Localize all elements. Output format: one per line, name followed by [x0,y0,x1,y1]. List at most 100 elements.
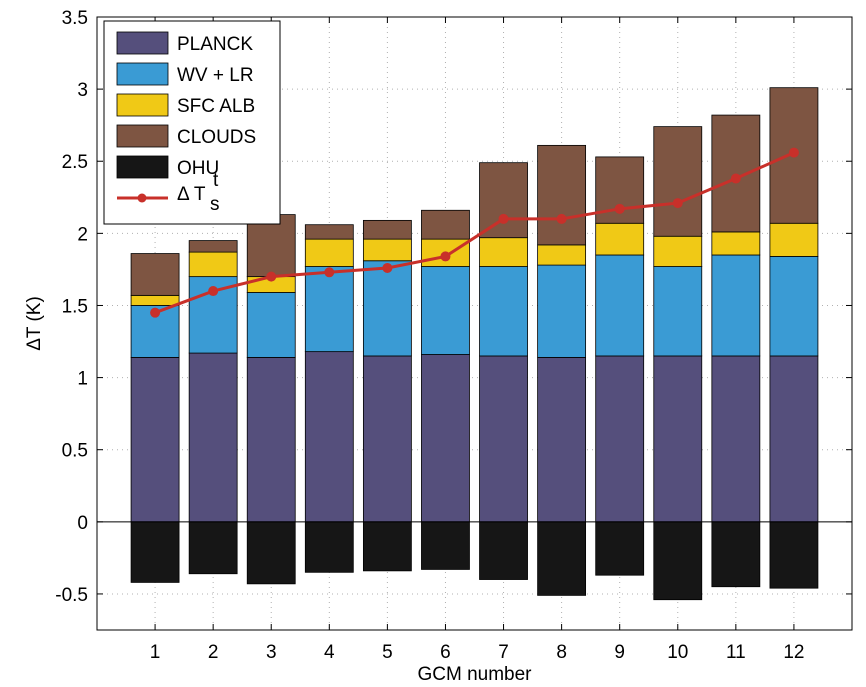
bar-ohu [246,521,296,585]
x-tick-label: 8 [556,642,567,663]
legend-label: OHU [177,158,219,179]
bar-planck [595,355,645,523]
y-tick-label: 1 [77,369,88,390]
bar-ohu [421,521,470,570]
legend-label-subscript: s [210,194,220,215]
bar-wv-lr [537,264,587,358]
bar-clouds [479,162,528,239]
bar-wv-lr [362,260,412,357]
bar-planck [711,355,761,523]
bar-wv-lr [304,266,354,353]
x-tick-label: 4 [324,642,335,663]
delta-ts-point [556,213,567,224]
x-tick-label: 2 [208,642,219,663]
legend-swatch-clouds [116,124,169,148]
bar-sfc-alb [188,251,238,278]
delta-ts-point [150,307,161,318]
bar-ohu [769,521,819,589]
x-tick-label: 12 [783,642,804,663]
legend-swatch-sfc-alb [116,93,169,117]
x-tick-label: 7 [498,642,509,663]
bar-ohu [304,521,354,573]
delta-ts-point [266,271,277,282]
bar-wv-lr [711,254,761,357]
bar-planck [769,355,819,523]
bar-sfc-alb [769,222,819,257]
bar-ohu [479,521,528,580]
x-tick-label: 9 [614,642,625,663]
delta-ts-point [208,286,219,297]
legend-label: PLANCK [177,34,253,55]
legend-label: Δ T [177,184,206,205]
legend-swatch-ohu [116,155,169,179]
bar-clouds [537,144,587,246]
delta-ts-point [788,147,799,158]
bar-planck [130,356,180,523]
bar-planck [362,355,412,523]
x-tick-label: 6 [440,642,451,663]
delta-ts-point [672,198,683,209]
bar-wv-lr [769,256,819,357]
legend: PLANCK WV + LR SFC ALB CLOUDS OHU Δ T ts [103,20,281,225]
x-tick-label: 1 [150,642,161,663]
bar-clouds [421,209,470,240]
y-tick-label: 0.5 [62,441,88,462]
legend-label-superscript: t [213,170,219,191]
bar-sfc-alb [537,244,587,266]
x-tick-label: 11 [726,642,746,663]
bar-clouds [188,240,238,253]
bar-ohu [653,521,703,601]
legend-label: SFC ALB [177,96,255,117]
y-tick-label: -0.5 [55,585,88,606]
bar-clouds [246,214,296,278]
bar-sfc-alb [130,294,180,306]
delta-ts-line [154,151,795,315]
bar-ohu [362,521,412,572]
bar-wv-lr [188,276,238,354]
bar-ohu [595,521,645,576]
x-tick-label: 5 [382,642,393,663]
bar-sfc-alb [595,222,645,256]
bar-clouds [304,224,354,240]
bar-sfc-alb [711,231,761,256]
delta-ts-point [498,213,509,224]
bar-planck [537,356,587,523]
bar-planck [479,355,528,523]
axes: -0.500.511.522.533.51 2 3 4 5 6 7 8 9 10 11 12 [55,8,853,663]
y-tick-label: 3 [77,80,88,101]
bar-ohu [537,521,587,596]
bar-sfc-alb [653,235,703,267]
x-tick-label: 3 [266,642,277,663]
bar-clouds [711,114,761,233]
bar-planck [421,354,470,523]
bar-planck [188,352,238,523]
delta-ts-point [324,267,335,278]
y-tick-label: 2.5 [62,152,88,173]
legend-label: CLOUDS [177,127,256,148]
legend-line-marker [137,193,147,203]
x-axis-label: GCM number [417,664,532,685]
delta-ts-point [614,203,625,214]
axes-box [96,16,853,631]
bar-wv-lr [479,266,528,357]
legend-label: WV + LR [177,65,254,86]
bar-sfc-alb [479,237,528,267]
bar-wv-lr [421,266,470,355]
bar-ohu [711,521,761,588]
legend-swatch-wv-lr [116,62,169,86]
bar-clouds [653,126,703,237]
bar-clouds [130,253,180,296]
bar-wv-lr [246,292,296,358]
bar-ohu [188,521,238,575]
legend-swatch-planck [116,31,169,55]
bar-sfc-alb [362,238,412,262]
bar-ohu [130,521,180,583]
bar-planck [246,356,296,523]
y-tick-label: 0 [77,513,88,534]
delta-ts-point [382,262,393,273]
y-tick-label: 3.5 [62,8,88,29]
x-tick-label: 10 [667,642,688,663]
line-series [150,147,799,318]
y-axis-label: ΔT (K) [24,296,45,351]
